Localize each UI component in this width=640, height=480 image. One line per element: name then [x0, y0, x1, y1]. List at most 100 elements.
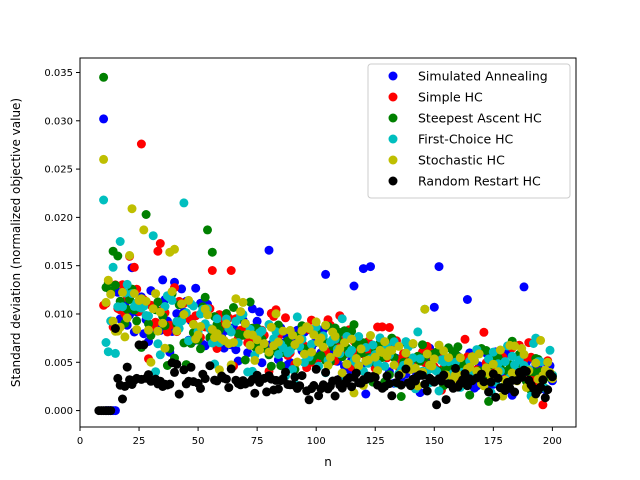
- data-point: [203, 310, 212, 320]
- data-point: [413, 327, 423, 337]
- data-point: [281, 313, 290, 323]
- data-point: [354, 332, 364, 341]
- data-point: [257, 358, 267, 368]
- data-point: [120, 332, 130, 342]
- data-point: [148, 304, 158, 314]
- data-point: [370, 352, 380, 362]
- data-point: [380, 361, 390, 371]
- data-point: [151, 317, 161, 327]
- data-point: [129, 262, 139, 272]
- data-point: [115, 237, 125, 246]
- data-point: [469, 356, 479, 366]
- data-point: [148, 231, 158, 241]
- data-point: [177, 299, 187, 309]
- data-point: [538, 375, 548, 385]
- data-point: [153, 297, 163, 307]
- data-point: [238, 297, 248, 307]
- data-point: [153, 339, 163, 349]
- data-point: [170, 367, 179, 377]
- data-point: [125, 251, 135, 260]
- legend-marker: [388, 155, 398, 165]
- data-point: [110, 280, 120, 290]
- data-point: [110, 324, 120, 333]
- data-point: [377, 322, 387, 332]
- data-point: [408, 339, 418, 348]
- data-point: [108, 316, 118, 326]
- data-point: [153, 326, 163, 336]
- data-point: [226, 327, 236, 337]
- data-point: [262, 387, 272, 397]
- data-point: [396, 392, 406, 401]
- data-point: [240, 319, 250, 328]
- data-point: [118, 394, 127, 404]
- legend-marker: [388, 92, 398, 102]
- data-point: [179, 310, 189, 319]
- data-point: [484, 387, 494, 397]
- data-point: [127, 380, 137, 389]
- data-point: [285, 346, 295, 356]
- data-point: [106, 406, 116, 416]
- data-point: [439, 370, 449, 380]
- data-point: [321, 320, 331, 330]
- data-point: [422, 349, 432, 359]
- data-point: [540, 393, 550, 403]
- legend-label: Simple HC: [418, 90, 483, 105]
- y-tick-label: 0.035: [44, 68, 73, 79]
- data-point: [113, 373, 123, 383]
- data-point: [229, 303, 238, 312]
- data-point: [252, 316, 262, 326]
- data-point: [351, 368, 361, 378]
- data-point: [247, 304, 257, 314]
- legend-marker: [388, 134, 398, 144]
- data-point: [394, 371, 404, 380]
- data-point: [193, 330, 203, 340]
- data-point: [321, 367, 331, 377]
- data-point: [120, 381, 130, 391]
- data-point: [141, 210, 151, 219]
- data-point: [323, 361, 333, 371]
- legend-label: Stochastic HC: [418, 153, 505, 168]
- data-point: [99, 195, 109, 205]
- legend-marker: [388, 176, 398, 186]
- data-point: [236, 307, 246, 317]
- data-point: [165, 247, 175, 257]
- data-point: [347, 345, 357, 355]
- data-point: [108, 246, 118, 256]
- data-point: [373, 359, 383, 369]
- x-tick-label: 150: [425, 436, 444, 447]
- data-point: [196, 322, 205, 331]
- data-point: [165, 379, 175, 389]
- data-point: [127, 204, 137, 214]
- data-point: [347, 334, 357, 344]
- x-tick-label: 75: [251, 436, 264, 447]
- data-point: [151, 289, 161, 299]
- data-point: [158, 318, 168, 328]
- data-point: [103, 275, 113, 285]
- data-point: [495, 345, 505, 355]
- data-point: [273, 350, 283, 359]
- data-point: [545, 345, 555, 355]
- data-point: [167, 295, 177, 305]
- y-tick-label: 0.020: [44, 213, 73, 224]
- data-point: [99, 154, 109, 164]
- data-point: [276, 361, 286, 371]
- data-point: [292, 357, 302, 367]
- data-point: [196, 344, 205, 354]
- data-point: [543, 357, 553, 367]
- data-point: [290, 372, 300, 382]
- data-point: [500, 357, 510, 367]
- data-point: [118, 302, 127, 312]
- data-point: [427, 361, 437, 371]
- data-point: [229, 338, 238, 347]
- data-point: [295, 334, 305, 344]
- data-point: [536, 335, 546, 345]
- data-point: [122, 313, 132, 323]
- data-point: [266, 322, 276, 332]
- data-point: [309, 330, 319, 340]
- data-point: [486, 377, 496, 387]
- data-point: [184, 295, 194, 305]
- data-point: [510, 387, 520, 397]
- data-point: [99, 72, 109, 82]
- data-point: [207, 247, 217, 257]
